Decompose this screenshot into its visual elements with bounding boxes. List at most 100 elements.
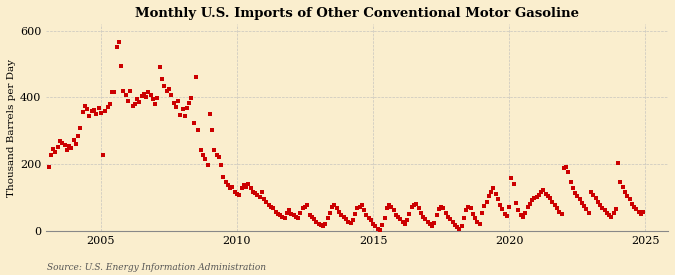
Point — [595, 203, 605, 207]
Point — [84, 114, 95, 118]
Point — [475, 222, 485, 226]
Point — [70, 142, 81, 147]
Point — [383, 203, 394, 207]
Point — [536, 189, 547, 194]
Point — [68, 138, 79, 142]
Point — [520, 211, 531, 215]
Point — [543, 194, 554, 198]
Point — [288, 213, 299, 217]
Point — [413, 206, 424, 211]
Point — [327, 205, 338, 209]
Point — [397, 220, 408, 224]
Point — [508, 182, 519, 186]
Point — [611, 207, 622, 212]
Point — [635, 211, 646, 216]
Point — [302, 203, 313, 207]
Point — [441, 211, 452, 215]
Point — [293, 216, 304, 221]
Point — [381, 206, 392, 211]
Point — [86, 109, 97, 114]
Point — [95, 111, 106, 116]
Point — [504, 205, 515, 209]
Point — [545, 196, 556, 201]
Point — [518, 215, 529, 219]
Point — [318, 224, 329, 228]
Point — [606, 215, 617, 219]
Point — [247, 189, 258, 194]
Point — [604, 213, 615, 217]
Point — [75, 125, 86, 130]
Point — [445, 217, 456, 222]
Y-axis label: Thousand Barrels per Day: Thousand Barrels per Day — [7, 59, 16, 197]
Point — [270, 210, 281, 214]
Point — [511, 200, 522, 205]
Point — [128, 104, 138, 108]
Point — [377, 223, 387, 227]
Point — [581, 207, 592, 212]
Point — [320, 222, 331, 226]
Point — [236, 186, 247, 191]
Title: Monthly U.S. Imports of Other Conventional Motor Gasoline: Monthly U.S. Imports of Other Convention… — [135, 7, 579, 20]
Point — [177, 107, 188, 111]
Point — [306, 215, 317, 219]
Point — [352, 206, 362, 211]
Point — [259, 197, 269, 202]
Point — [560, 165, 571, 169]
Point — [59, 143, 70, 147]
Point — [343, 220, 354, 224]
Point — [286, 211, 297, 216]
Point — [488, 186, 499, 191]
Point — [370, 224, 381, 228]
Point — [175, 113, 186, 117]
Point — [615, 180, 626, 184]
Point — [620, 189, 630, 194]
Point — [340, 217, 351, 222]
Point — [291, 215, 302, 219]
Point — [329, 203, 340, 207]
Point — [218, 175, 229, 179]
Point — [356, 203, 367, 207]
Point — [284, 208, 295, 213]
Point — [252, 193, 263, 197]
Point — [223, 183, 234, 187]
Point — [348, 218, 358, 223]
Point — [109, 90, 120, 95]
Point — [57, 141, 68, 145]
Point — [225, 186, 236, 191]
Point — [408, 203, 419, 207]
Point — [586, 189, 597, 194]
Point — [191, 75, 202, 79]
Point — [254, 195, 265, 199]
Point — [157, 77, 167, 81]
Point — [375, 227, 385, 232]
Point — [373, 226, 383, 231]
Point — [111, 45, 122, 50]
Point — [368, 222, 379, 226]
Point — [308, 217, 319, 222]
Point — [325, 211, 335, 215]
Point — [379, 216, 390, 221]
Point — [118, 89, 129, 93]
Point — [138, 92, 149, 96]
Point — [338, 215, 349, 219]
Point — [400, 222, 410, 226]
Point — [134, 100, 145, 105]
Point — [420, 217, 431, 222]
Point — [422, 220, 433, 224]
Point — [461, 208, 472, 213]
Point — [468, 211, 479, 216]
Point — [141, 95, 152, 100]
Point — [107, 90, 117, 95]
Point — [73, 134, 84, 138]
Point — [209, 148, 220, 152]
Point — [113, 40, 124, 45]
Point — [173, 99, 184, 104]
Point — [265, 205, 276, 209]
Point — [502, 214, 512, 218]
Point — [427, 224, 437, 228]
Point — [515, 213, 526, 217]
Point — [608, 211, 619, 215]
Point — [533, 193, 544, 197]
Point — [304, 213, 315, 217]
Point — [524, 202, 535, 206]
